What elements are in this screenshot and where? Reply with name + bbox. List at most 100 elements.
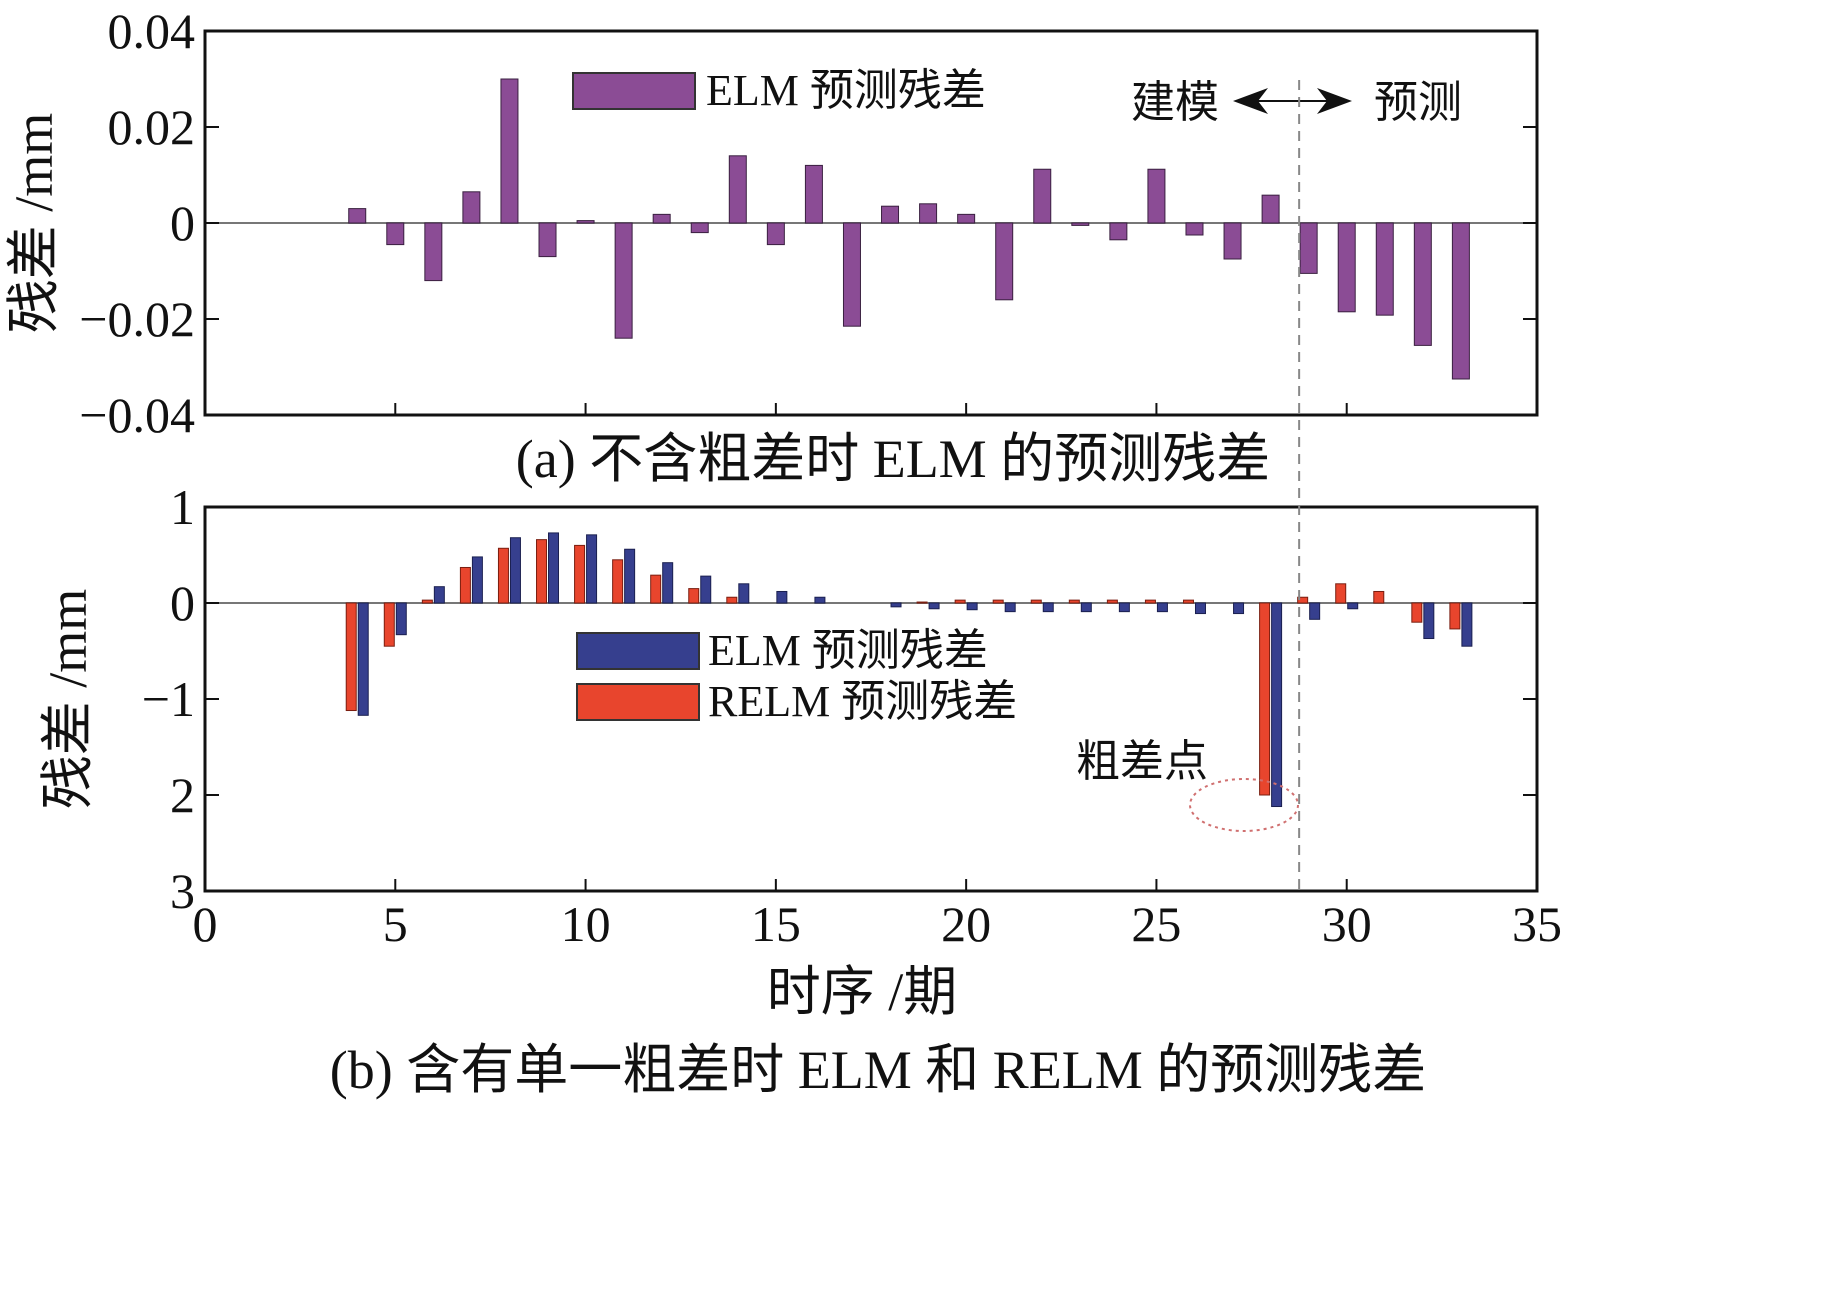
panel-b-legend-label-elm: ELM 预测残差: [708, 626, 988, 675]
panel-a-bar: [538, 222, 557, 258]
panel-b-bar-elm: [586, 534, 598, 604]
panel-b-bar-elm: [966, 602, 978, 611]
panel-a-bar: [690, 222, 709, 234]
panel-a-caption: (a) 不含粗差时 ELM 的预测残差: [516, 429, 1270, 489]
panel-b-bar-elm: [738, 583, 750, 604]
panel-b-bar-relm: [1297, 596, 1309, 604]
panel-b-x-axis-label: 时序 /期: [767, 962, 958, 1022]
panel-a-bar: [1147, 168, 1166, 224]
panel-b-bar-relm: [421, 599, 433, 604]
panel-a-bar: [957, 213, 976, 224]
panel-a-bar: [1185, 222, 1204, 236]
panel-b-bar-elm: [890, 602, 902, 608]
panel-b-bar-elm: [471, 556, 483, 604]
panel-b-bar-relm: [1106, 599, 1118, 604]
panel-a-bar: [1375, 222, 1394, 316]
panel-b-bar-relm: [383, 602, 395, 647]
panel-a-y-tick-label: −0.04: [79, 387, 195, 443]
panel-b-bar-relm: [1335, 583, 1347, 604]
left-arrow-icon: [1233, 88, 1268, 114]
panel-b-bar-elm: [1233, 602, 1245, 615]
panel-b-bar-elm: [1042, 602, 1054, 613]
right-arrow-icon: [1317, 88, 1352, 114]
panel-b-bar-elm: [1194, 602, 1206, 615]
panel-b-y-tick-label: 1: [170, 479, 195, 535]
panel-b-bar-relm: [1411, 602, 1423, 623]
panel-a-y-tick-label: 0.02: [108, 99, 196, 155]
panel-b-bar-elm: [1423, 602, 1435, 640]
panel-b-bar-elm: [548, 532, 560, 604]
panel-b-bar-elm: [624, 548, 636, 604]
panel-b-bar-elm: [395, 602, 407, 636]
panel-a-bar: [462, 191, 481, 224]
panel-b-bar-elm: [1347, 602, 1359, 610]
panel-b-x-tick-label: 20: [941, 896, 991, 952]
panel-a-bar: [424, 222, 443, 282]
panel-b-bar-relm: [992, 599, 1004, 604]
modeling-label: 建模: [1131, 78, 1219, 127]
panel-b-bar-relm: [345, 602, 357, 712]
panel-b-caption: (b) 含有单一粗差时 ELM 和 RELM 的预测残差: [330, 1040, 1426, 1100]
panel-a-bar: [1299, 222, 1318, 274]
panel-b-bar-relm: [1030, 599, 1042, 604]
panel-a-bar: [652, 213, 671, 224]
panel-b-bar-relm: [954, 599, 966, 604]
panel-b-bar-elm: [1309, 602, 1321, 620]
panel-b-x-tick-label: 10: [561, 896, 611, 952]
panel-b-legend-swatch-elm: [576, 632, 700, 670]
panel-a-bar: [614, 222, 633, 339]
panel-a-y-tick-label: 0: [170, 195, 195, 251]
panel-b-bar-relm: [1182, 599, 1194, 604]
panel-b-bar-elm: [357, 602, 369, 716]
panel-a-bar: [1033, 168, 1052, 224]
panel-b-bar-relm: [497, 547, 509, 604]
panel-b-bar-elm: [509, 537, 521, 604]
panel-b-legend-swatch-relm: [576, 683, 700, 721]
panel-b-bar-elm: [700, 575, 712, 604]
panel-b-bar-relm: [1259, 602, 1271, 796]
panel-b-y-tick-label: 3: [170, 863, 195, 919]
panel-b-bar-elm: [1461, 602, 1473, 647]
panel-a-bar: [1451, 222, 1470, 380]
panel-a: 0.04 0.02 0 −0.02 −0.04 残差 /mm ELM 预测残差 建模 预…: [4, 3, 1539, 489]
panel-a-bar: [348, 208, 367, 224]
panel-a-bar: [842, 222, 861, 327]
panel-b-bar-relm: [536, 539, 548, 604]
outlier-label: 粗差点: [1076, 737, 1208, 786]
panel-b-x-tick-label: 0: [193, 896, 218, 952]
panel-b-bar-relm: [688, 588, 700, 604]
panel-b-bar-elm: [662, 562, 674, 604]
panel-a-legend-swatch-elm: [572, 72, 696, 110]
panel-b-bar-relm: [726, 596, 738, 604]
panel-a-bar: [576, 220, 595, 224]
panel-a-bar: [1071, 222, 1090, 226]
panel-b-bar-elm: [928, 602, 940, 610]
panel-a-bar: [804, 164, 823, 224]
panel-a-bar: [919, 203, 938, 224]
panel-b-bar-relm: [1144, 599, 1156, 604]
panel-b-bar-elm: [776, 590, 788, 604]
panel-b-x-tick-label: 30: [1322, 896, 1372, 952]
panel-a-legend-label-elm: ELM 预测残差: [706, 66, 986, 115]
panel-b-y-tick-label: −1: [142, 671, 195, 727]
panel-a-bar: [1261, 194, 1280, 224]
panel-b-x-tick-label: 25: [1131, 896, 1181, 952]
panel-a-bar: [881, 205, 900, 224]
panel-b-bar-relm: [916, 601, 928, 604]
panel-b-bar-relm: [1068, 599, 1080, 604]
panel-b-x-tick-label: 15: [751, 896, 801, 952]
panel-b-bar-elm: [1080, 602, 1092, 613]
panel-b-bar-elm: [433, 586, 445, 604]
panel-a-bar: [995, 222, 1014, 301]
panel-b-bar-elm: [1118, 602, 1130, 613]
panel-b-legend-label-relm: RELM 预测残差: [708, 677, 1017, 726]
panel-b-bar-relm: [612, 559, 624, 604]
panel-b-x-tick-label: 35: [1512, 896, 1562, 952]
panel-a-bar: [1413, 222, 1432, 346]
panel-a-y-tick-label: −0.02: [79, 291, 195, 347]
panel-b-bar-relm: [650, 574, 662, 604]
panel-b-bar-relm: [574, 544, 586, 604]
double-arrow-icon: [1233, 88, 1352, 114]
